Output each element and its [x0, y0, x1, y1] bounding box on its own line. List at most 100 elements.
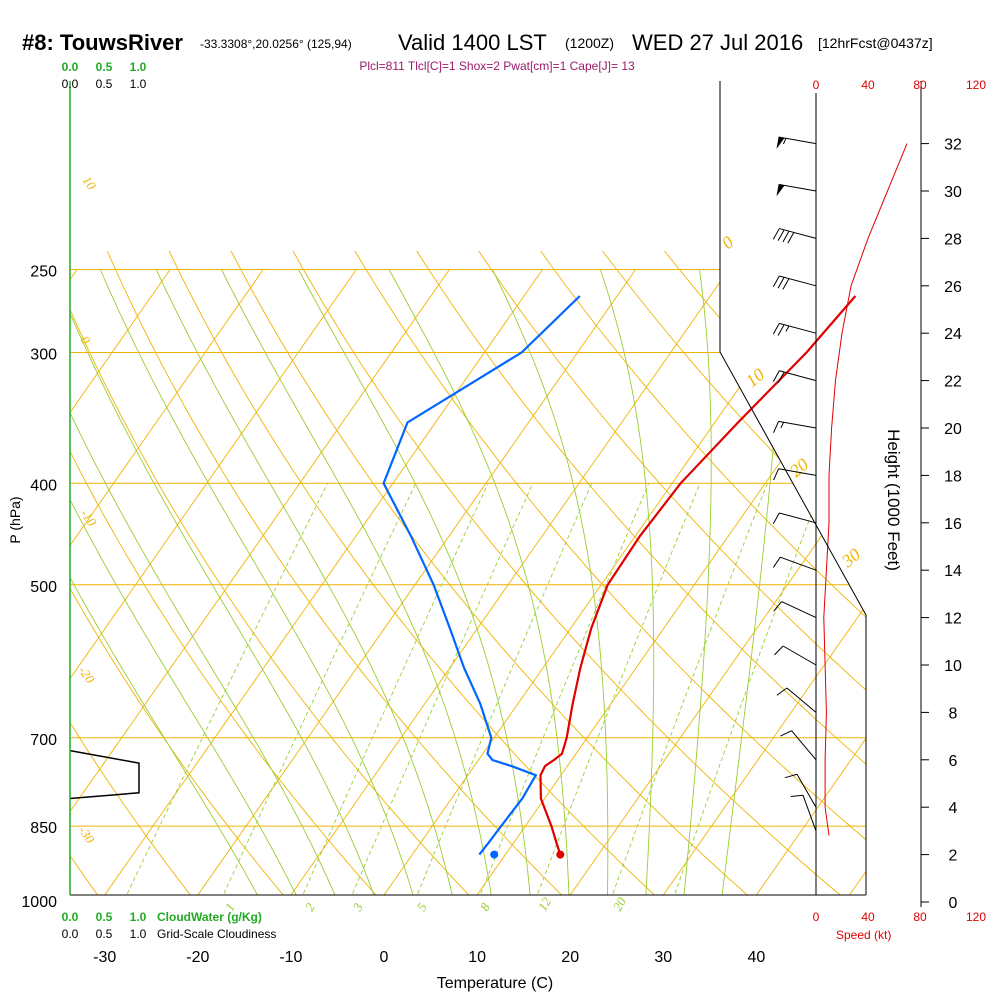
- temperature-tick-label: 30: [654, 949, 672, 966]
- height-tick-label: 10: [944, 658, 962, 675]
- wind-barb-flag: [773, 601, 782, 612]
- cloudwater-tick-bottom: 0.0: [62, 910, 79, 924]
- surface-dewpoint-point: [490, 850, 499, 859]
- dry-adiabat-line: [292, 250, 866, 895]
- mixing-ratio-label: 12: [535, 894, 555, 913]
- cloudiness-line: [69, 749, 140, 800]
- wind-barb-half-flag: [785, 325, 790, 332]
- wind-barb-staff: [781, 601, 817, 619]
- station-title: #8: TouwsRiver: [22, 30, 183, 55]
- wind-barb-flag: [790, 794, 804, 797]
- height-tick-label: 22: [944, 374, 962, 391]
- wind-barb-staff: [778, 468, 817, 476]
- dry-adiabat-line: [106, 250, 590, 895]
- dry-adiabat-line: [974, 251, 1000, 922]
- wind-barb-staff: [802, 795, 817, 832]
- wind-speed-profile: [823, 143, 908, 836]
- speed-tick-label-top: 40: [861, 78, 875, 92]
- speed-tick-label-bottom: 80: [913, 910, 927, 924]
- dry-adiabat-line: [70, 250, 118, 895]
- height-tick-label: 2: [949, 848, 958, 865]
- temperature-tick-label: 10: [468, 949, 486, 966]
- height-tick-label: 32: [944, 137, 962, 154]
- dry-adiabat-line: [70, 250, 213, 895]
- cloudiness-tick-top: 0.0: [62, 77, 79, 91]
- temperature-tick-label: 40: [748, 949, 766, 966]
- x-axis-title: Temperature (C): [437, 975, 553, 992]
- wind-barb-flag: [787, 232, 795, 244]
- height-tick-label: 14: [944, 563, 962, 580]
- moist-adiabat-line: [70, 269, 385, 895]
- stability-indices: Plcl=811 Tlcl[C]=1 Shox=2 Pwat[cm]=1 Cap…: [359, 59, 635, 73]
- dry-adiabat-line: [168, 250, 685, 895]
- cloudiness-tick-top: 0.5: [96, 77, 113, 91]
- wind-barb: [773, 420, 817, 433]
- dry-adiabat-line: [912, 251, 1000, 922]
- isotherm-line: [70, 269, 264, 895]
- cloudwater-tick-bottom: 1.0: [130, 910, 147, 924]
- height-axis-title: Height (1000 Feet): [884, 429, 903, 571]
- wind-barb-staff: [782, 645, 817, 666]
- wind-barb: [772, 275, 817, 290]
- cloudwater-tick-bottom: 0.5: [96, 910, 113, 924]
- moist-adiabat-line: [70, 269, 310, 895]
- temperature-tick-label: -30: [93, 949, 116, 966]
- height-tick-label: 12: [944, 611, 962, 628]
- dry-adiabat-line: [788, 250, 866, 895]
- pressure-tick-label: 400: [30, 477, 57, 494]
- dry-adiabat-line: [70, 250, 402, 895]
- moist-adiabat-line: [681, 269, 712, 895]
- temperature-tick-label: -20: [186, 949, 209, 966]
- moist-adiabat-line: [388, 269, 571, 895]
- cloudiness-axis-title: Grid-Scale Cloudiness: [157, 927, 276, 941]
- moist-adiabat-line: [70, 269, 273, 895]
- pressure-tick-label: 700: [30, 732, 57, 749]
- speed-tick-label-top: 80: [913, 78, 927, 92]
- wind-barb-flag: [782, 230, 790, 243]
- temperature-tick-label: 0: [380, 949, 389, 966]
- wind-barb-flag: [773, 468, 780, 481]
- cloudiness-layer: [69, 749, 140, 800]
- dry-adiabat-line: [540, 250, 866, 895]
- height-tick-label: 16: [944, 516, 962, 533]
- mixing-ratio-label: 5: [414, 900, 430, 914]
- wind-barb-flag: [773, 421, 780, 433]
- height-tick-label: 4: [949, 800, 958, 817]
- valid-utc: (1200Z): [565, 35, 614, 51]
- mixing-ratio-line: [672, 483, 824, 895]
- wind-barb-staff: [779, 370, 817, 382]
- wind-barb-flag: [777, 277, 785, 289]
- height-tick-label: 26: [944, 279, 962, 296]
- height-tick-label: 8: [949, 705, 958, 722]
- wind-barb-staff: [796, 774, 817, 808]
- dewpoint-profile: [382, 295, 581, 856]
- wind-barb: [772, 322, 817, 336]
- mixing-ratio-label: 20: [610, 894, 630, 913]
- cloudiness-tick-bottom: 0.5: [96, 927, 113, 941]
- wind-barb-flag: [782, 278, 790, 290]
- wind-barb: [790, 794, 817, 832]
- moist-adiabat-line: [718, 269, 784, 895]
- wind-barb-staff: [791, 730, 817, 761]
- moist-adiabat-line: [99, 269, 422, 895]
- y-axis-title: P (hPa): [7, 496, 23, 543]
- wind-barb-flag: [777, 371, 785, 384]
- isotherm-line: [659, 269, 866, 895]
- wind-barb-flag: [780, 730, 792, 737]
- moist-adiabat-line: [491, 269, 609, 895]
- profiles-layer: [382, 295, 857, 859]
- wind-barb: [776, 183, 817, 197]
- wind-barb-staff: [779, 322, 817, 334]
- speed-tick-label-top: 0: [813, 78, 820, 92]
- wind-barb: [772, 556, 817, 571]
- temperature-tick-label: -10: [279, 949, 302, 966]
- pressure-tick-label: 250: [30, 264, 57, 281]
- wind-barb: [780, 730, 817, 761]
- wind-barb-flag: [777, 324, 785, 336]
- cloudwater-tick-top: 0.5: [96, 60, 113, 74]
- wind-barb-flag: [772, 370, 780, 382]
- isotherm-line: [752, 269, 866, 895]
- valid-date: WED 27 Jul 2016: [632, 30, 803, 55]
- temperature-profile: [539, 295, 857, 855]
- wind-barb-staff: [778, 183, 817, 192]
